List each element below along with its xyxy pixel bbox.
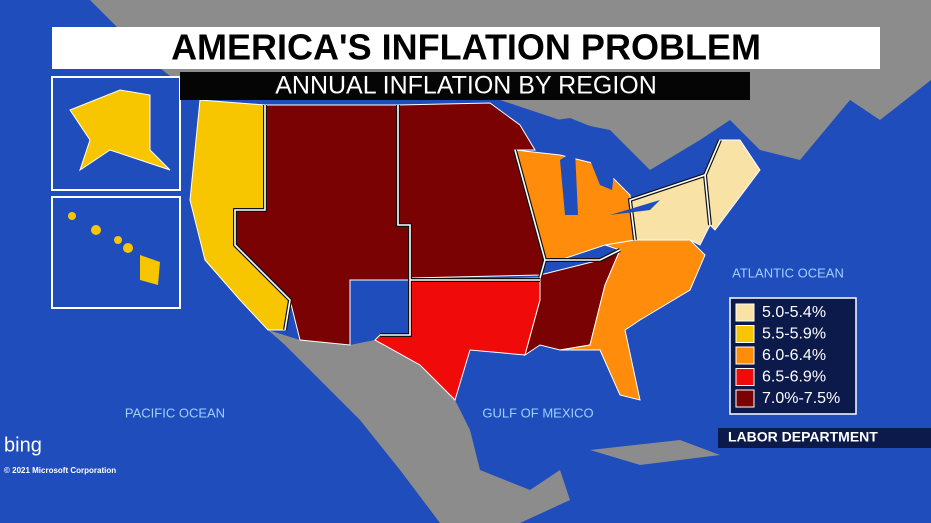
legend-swatch [735, 368, 755, 386]
legend-label: 6.5-6.9% [762, 369, 826, 386]
source: LABOR DEPARTMENT [728, 429, 878, 445]
subtitle-bar [180, 72, 750, 100]
legend-swatch [735, 325, 755, 343]
mexico [268, 330, 570, 523]
region-borders [233, 105, 722, 337]
copyright: © 2021 Microsoft Corporation [4, 466, 116, 475]
alaska [69, 89, 171, 172]
legend-swatch [735, 346, 755, 365]
legend-label: 5.0-5.4% [762, 304, 826, 321]
legend-label: 7.0%-7.5% [762, 390, 840, 407]
hawaii [68, 212, 160, 285]
legend-swatch [735, 303, 755, 322]
source-bar [718, 428, 931, 448]
legend-items: 5.0-5.4% 5.5-5.9% 6.0-6.4% 6.5-6.9% 7.0%-7.5… [735, 303, 840, 408]
cuba [590, 440, 720, 465]
title-bar [52, 27, 880, 69]
ocean-label: GULF OF MEXICO [482, 405, 593, 420]
ocean-label: ATLANTIC OCEAN [732, 265, 844, 280]
ocean-label: PACIFIC OCEAN [125, 405, 225, 420]
region-south-atlantic [559, 239, 706, 401]
title: AMERICA'S INFLATION PROBLEM [171, 27, 761, 68]
bing-logo: bing [4, 434, 42, 456]
subtitle: ANNUAL INFLATION BY REGION [275, 72, 657, 100]
legend-label: 5.5-5.9% [762, 326, 826, 343]
great-lakes [520, 118, 660, 215]
legend-label: 6.0-6.4% [762, 347, 826, 364]
region-west-north-central [397, 102, 546, 279]
legend-swatch [735, 389, 755, 408]
